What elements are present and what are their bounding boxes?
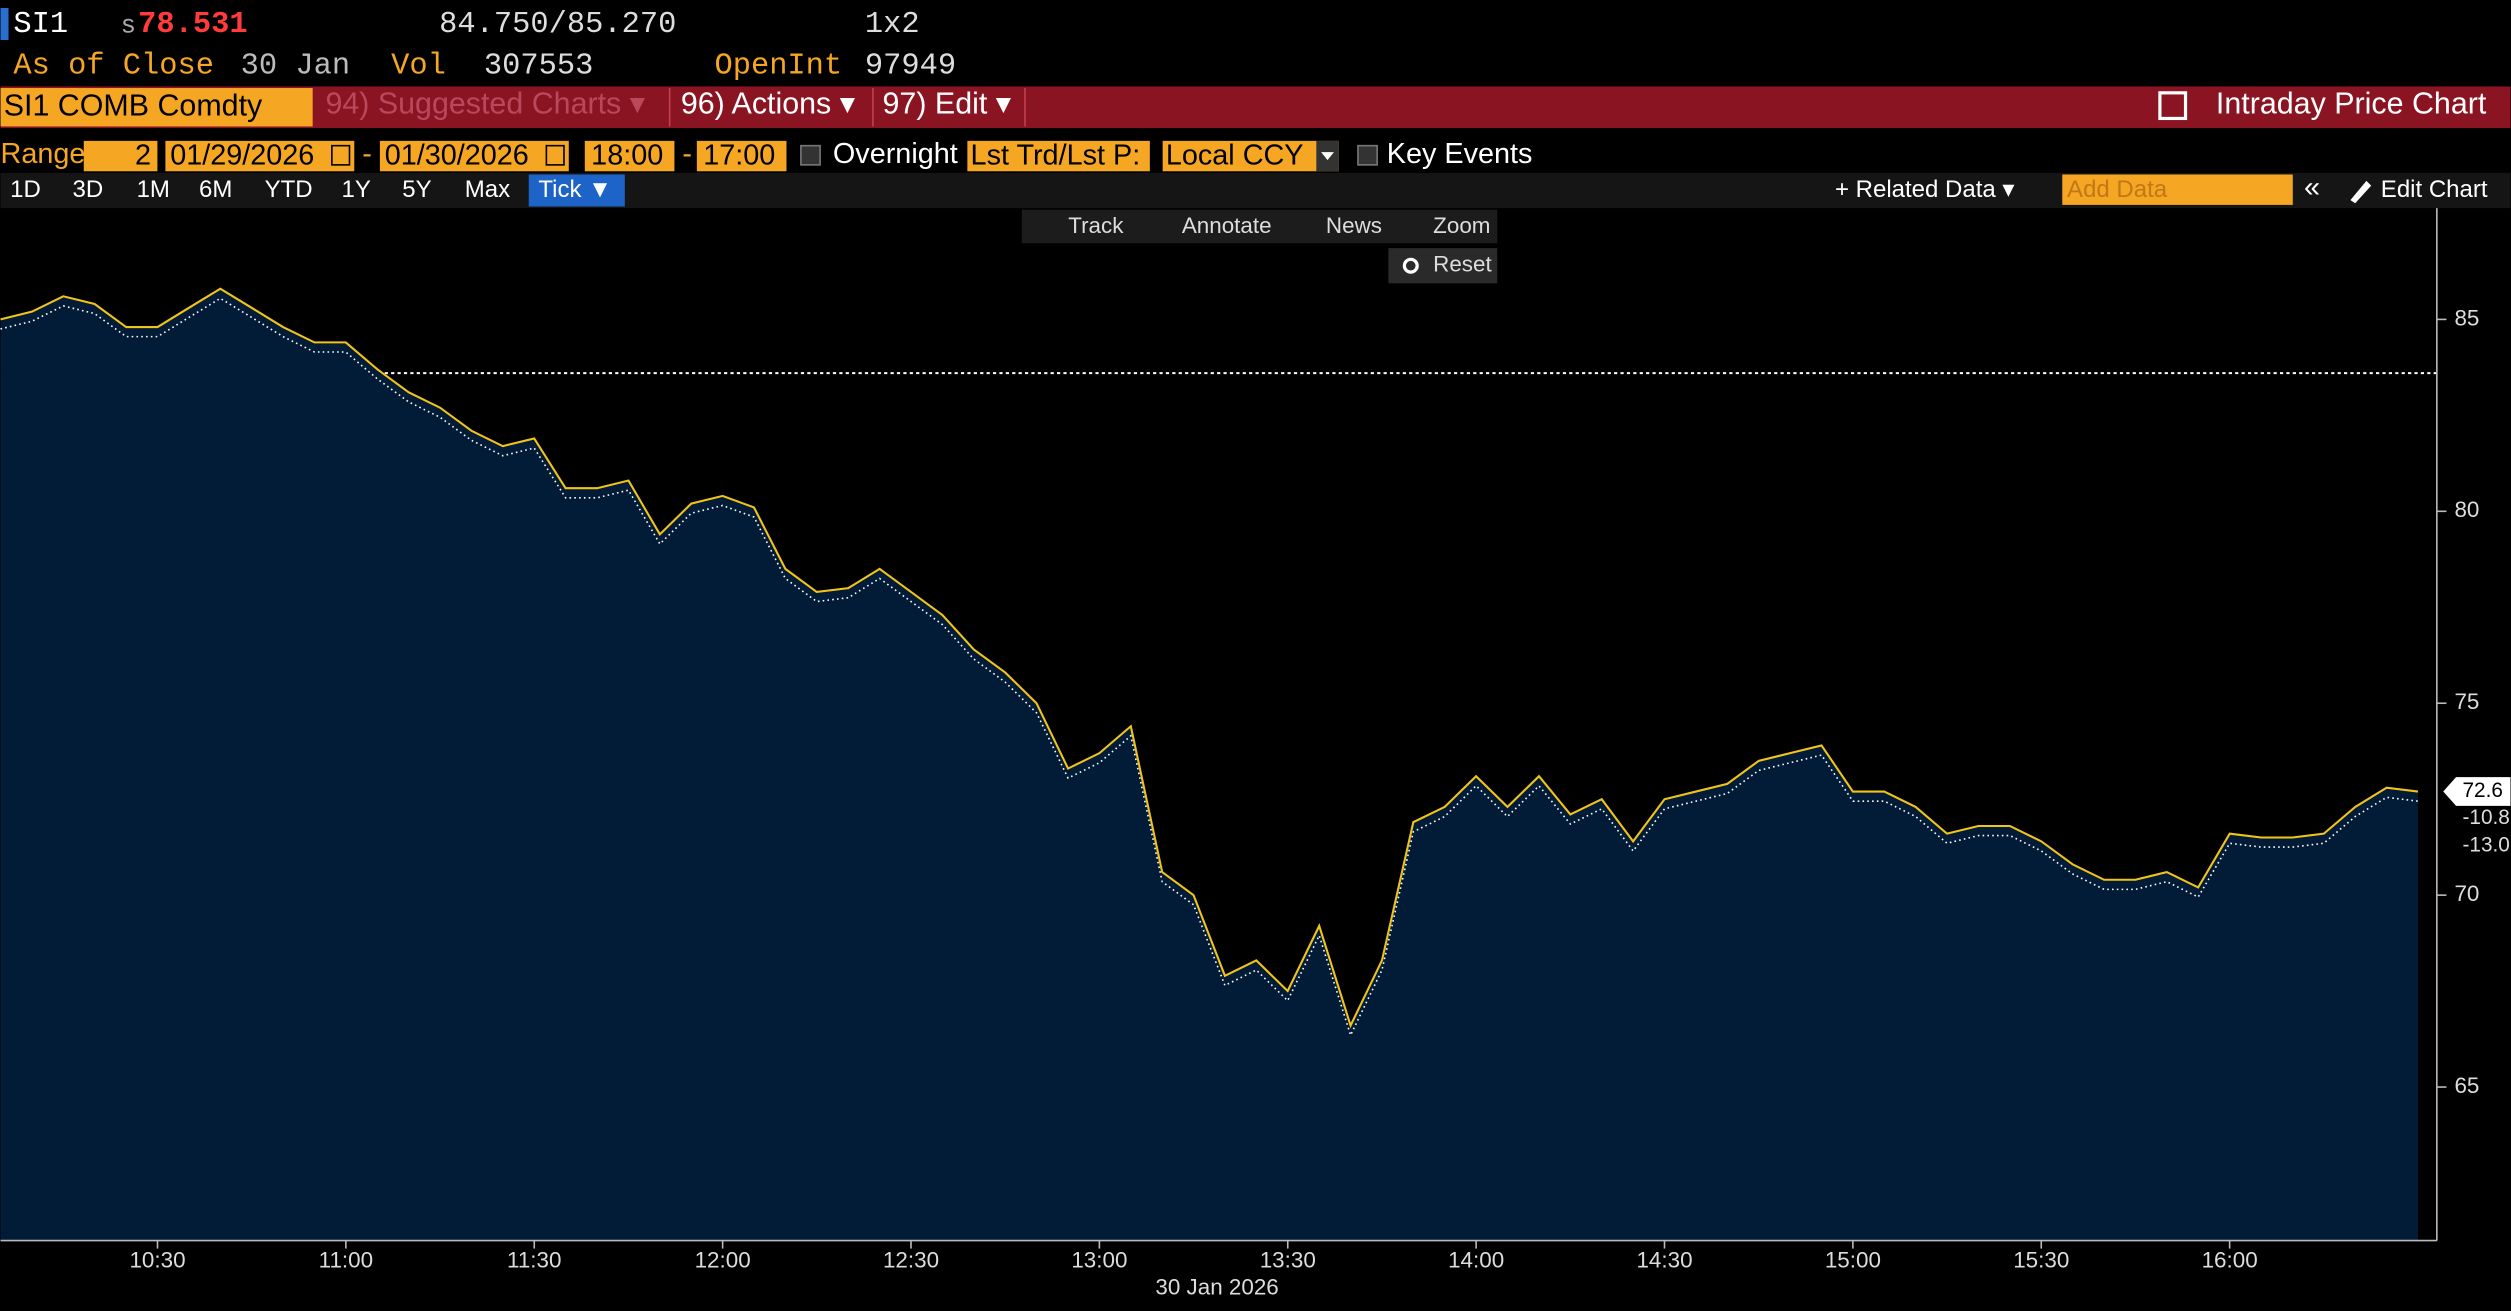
tool[interactable]: Annotate [1182, 213, 1272, 238]
dropdown[interactable] [1162, 140, 1339, 172]
edit-chart[interactable]: Edit Chart [2381, 176, 2488, 203]
input-box[interactable] [83, 140, 158, 172]
currency[interactable]: Local CCY [1166, 139, 1304, 171]
x-tick-label: 14:30 [1636, 1247, 1692, 1272]
last-label: -10.8 [2462, 806, 2509, 829]
ticker: SI1 [13, 8, 68, 42]
pencil-icon [2350, 180, 2372, 204]
x-tick-label: 11:00 [319, 1247, 373, 1272]
y-tick-label: 80 [2454, 497, 2479, 522]
period-button[interactable]: YTD [265, 176, 313, 203]
range-label: Range [1, 138, 86, 170]
separator: - [362, 138, 372, 170]
separator: - [682, 138, 692, 170]
x-tick-label: 13:30 [1260, 1247, 1316, 1272]
price: 78.531 [138, 8, 247, 42]
vol-label: Vol [391, 50, 446, 84]
overnight[interactable]: Overnight [833, 138, 958, 170]
start-date[interactable]: 01/29/2026 [170, 139, 314, 171]
y-tick-label: 65 [2454, 1073, 2479, 1098]
input-box[interactable] [165, 140, 355, 172]
collapse[interactable]: « [2304, 171, 2320, 203]
x-tick-label: 12:00 [695, 1247, 751, 1272]
y-tick-label: 70 [2454, 881, 2479, 906]
x-tick-label: 15:30 [2013, 1247, 2069, 1272]
x-axis-label: 30 Jan 2026 [1155, 1275, 1278, 1300]
price-ticks-line [0, 297, 2419, 1038]
calendar-icon[interactable] [331, 144, 351, 166]
price-line [0, 287, 2419, 1029]
vol: 307553 [484, 50, 593, 84]
y-tick-label: 85 [2454, 305, 2479, 330]
key-events[interactable]: Key Events [1387, 138, 1533, 170]
end-time[interactable]: 17:00 [703, 139, 775, 171]
calendar-icon[interactable] [545, 144, 565, 166]
ticker-marker [0, 8, 9, 41]
security-box[interactable] [0, 88, 313, 127]
size: 1x2 [865, 8, 920, 42]
period-button-active[interactable] [528, 174, 625, 207]
menu[interactable]: 94) Suggested Charts ▾ [325, 87, 645, 121]
x-tick-label: 15:00 [1825, 1247, 1881, 1272]
last-price-tag [2443, 777, 2511, 806]
add-data[interactable]: Add Data [2067, 176, 2168, 203]
last-label: 72.6 [2462, 779, 2502, 802]
as-of-date: 30 Jan [241, 50, 350, 84]
x-tick-label: 14:00 [1448, 1247, 1504, 1272]
period-button[interactable]: 5Y [402, 176, 431, 203]
period-button[interactable]: Tick ▼ [538, 176, 612, 203]
tool[interactable]: Reset [1433, 252, 1492, 277]
tool[interactable]: Track [1068, 213, 1124, 238]
period-button[interactable]: 6M [199, 176, 232, 203]
checkbox[interactable] [800, 144, 821, 166]
related-data[interactable]: + Related Data ▾ [1835, 176, 2014, 203]
x-tick-label: 10:30 [129, 1247, 185, 1272]
period-button[interactable]: 1D [10, 176, 41, 203]
period-button[interactable]: 1M [137, 176, 170, 203]
input-box[interactable] [696, 140, 787, 172]
price-prefix: s [121, 11, 136, 40]
input-box[interactable] [379, 140, 569, 172]
reset-button[interactable] [1388, 248, 1498, 284]
tool[interactable]: News [1326, 213, 1382, 238]
price-type[interactable]: Lst Trd/Lst P: [971, 139, 1141, 171]
end-date[interactable]: 01/30/2026 [385, 139, 529, 171]
reset-icon [1402, 257, 1419, 274]
oi: 97949 [865, 50, 956, 84]
x-tick-label: 16:00 [2202, 1247, 2258, 1272]
periods[interactable]: 2 [135, 139, 151, 171]
arrow-icon [1321, 152, 1334, 161]
period-button[interactable]: 1Y [341, 176, 370, 203]
last-label: -13.0 [2462, 833, 2509, 856]
bid-ask: 84.750/85.270 [439, 8, 676, 42]
add-data-box[interactable] [2062, 174, 2293, 205]
price-area [0, 288, 2419, 1241]
toolbar [0, 86, 2511, 129]
popout-icon[interactable] [2158, 91, 2188, 121]
period-button[interactable]: 3D [73, 176, 104, 203]
as-of: As of Close [13, 50, 214, 84]
chart-toolbar [1021, 209, 1498, 244]
x-tick-label: 13:00 [1071, 1247, 1127, 1272]
start-time[interactable]: 18:00 [591, 139, 663, 171]
chart: 72.6 -10.8 -13.0 65 70 75 80 85 10:30 11:00 11:30 1… [0, 208, 2511, 1300]
security[interactable]: SI1 COMB Comdty [4, 88, 263, 122]
y-tick-label: 75 [2454, 689, 2479, 714]
x-tick-label: 11:30 [507, 1247, 561, 1272]
panel-title: Intraday Price Chart [2216, 87, 2487, 121]
input-box[interactable] [967, 140, 1150, 172]
menu[interactable]: 97) Edit ▾ [883, 87, 1012, 121]
menu[interactable]: 96) Actions ▾ [681, 87, 855, 121]
checkbox[interactable] [1357, 144, 1378, 166]
x-tick-label: 12:30 [883, 1247, 939, 1272]
oi-label: OpenInt [714, 50, 842, 84]
tool[interactable]: Zoom [1433, 213, 1490, 238]
period-button[interactable]: Max [465, 176, 510, 203]
input-box[interactable] [584, 140, 675, 172]
